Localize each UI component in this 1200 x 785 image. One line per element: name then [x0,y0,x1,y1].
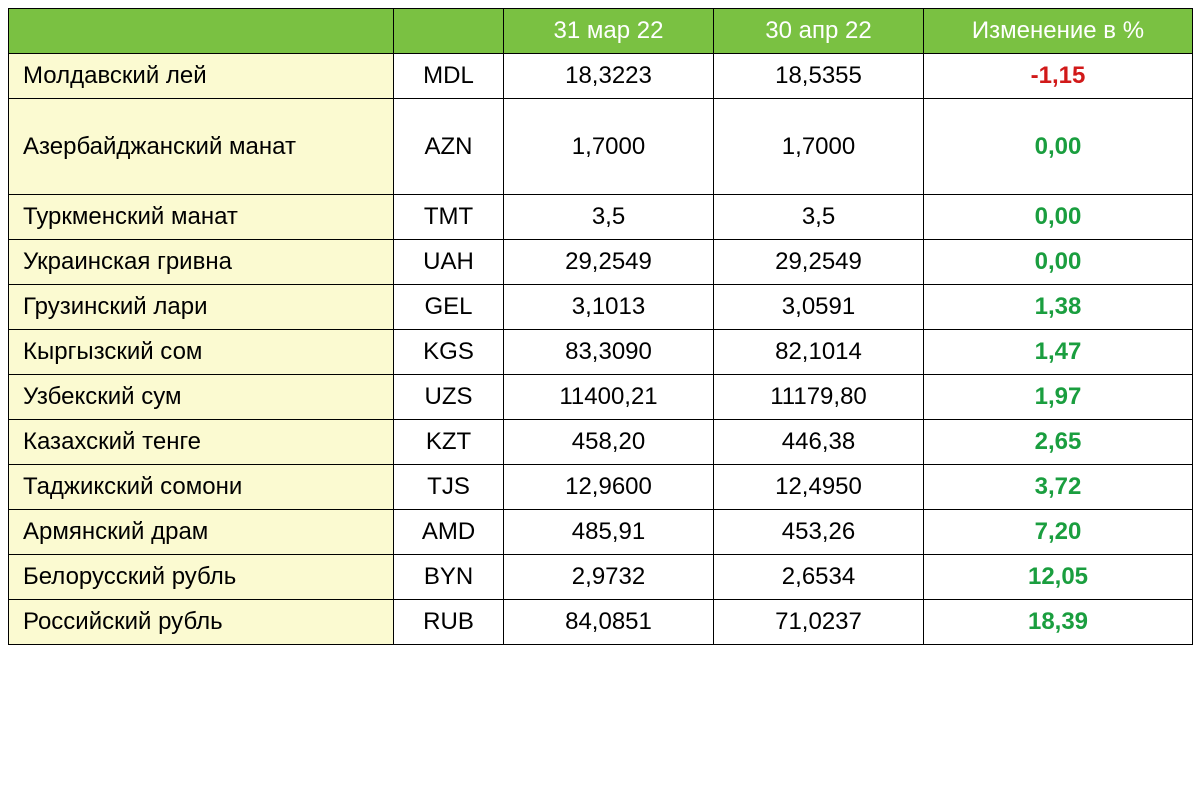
change-percent-cell: 18,39 [924,600,1193,645]
table-row: Туркменский манатTMT3,53,50,00 [9,195,1193,240]
value-date2-cell: 3,0591 [714,285,924,330]
table-row: Казахский тенгеKZT458,20446,382,65 [9,420,1193,465]
change-percent-cell: 0,00 [924,240,1193,285]
currency-code-cell: KGS [394,330,504,375]
change-percent-cell: 1,38 [924,285,1193,330]
table-row: Российский рубльRUB84,085171,023718,39 [9,600,1193,645]
table-row: Грузинский лариGEL3,10133,05911,38 [9,285,1193,330]
change-percent-cell: 1,97 [924,375,1193,420]
value-date2-cell: 11179,80 [714,375,924,420]
currency-code-cell: UZS [394,375,504,420]
header-change: Изменение в % [924,9,1193,54]
currency-code-cell: TMT [394,195,504,240]
table-row: Белорусский рубльBYN2,97322,653412,05 [9,555,1193,600]
currency-name-cell: Узбекский сум [9,375,394,420]
table-row: Кыргызский сомKGS83,309082,10141,47 [9,330,1193,375]
header-date1: 31 мар 22 [504,9,714,54]
table-row: Молдавский лейMDL18,322318,5355-1,15 [9,54,1193,99]
value-date1-cell: 12,9600 [504,465,714,510]
currency-code-cell: AZN [394,99,504,195]
value-date2-cell: 3,5 [714,195,924,240]
change-percent-cell: 12,05 [924,555,1193,600]
currency-name-cell: Российский рубль [9,600,394,645]
currency-code-cell: TJS [394,465,504,510]
value-date1-cell: 3,1013 [504,285,714,330]
currency-code-cell: RUB [394,600,504,645]
value-date2-cell: 29,2549 [714,240,924,285]
change-percent-cell: 2,65 [924,420,1193,465]
value-date2-cell: 2,6534 [714,555,924,600]
currency-name-cell: Армянский драм [9,510,394,555]
change-percent-cell: -1,15 [924,54,1193,99]
value-date1-cell: 29,2549 [504,240,714,285]
change-percent-cell: 7,20 [924,510,1193,555]
currency-name-cell: Кыргызский сом [9,330,394,375]
currency-rates-table: 31 мар 22 30 апр 22 Изменение в % Молдав… [8,8,1193,645]
table-row: Армянский драмAMD485,91453,267,20 [9,510,1193,555]
table-row: Таджикский сомониTJS12,960012,49503,72 [9,465,1193,510]
header-date2: 30 апр 22 [714,9,924,54]
value-date2-cell: 1,7000 [714,99,924,195]
currency-code-cell: KZT [394,420,504,465]
change-percent-cell: 0,00 [924,195,1193,240]
currency-name-cell: Украинская гривна [9,240,394,285]
currency-code-cell: BYN [394,555,504,600]
value-date1-cell: 3,5 [504,195,714,240]
currency-code-cell: AMD [394,510,504,555]
currency-code-cell: GEL [394,285,504,330]
value-date1-cell: 485,91 [504,510,714,555]
currency-name-cell: Азербайджанский манат [9,99,394,195]
value-date1-cell: 2,9732 [504,555,714,600]
value-date1-cell: 458,20 [504,420,714,465]
value-date2-cell: 18,5355 [714,54,924,99]
value-date1-cell: 84,0851 [504,600,714,645]
value-date1-cell: 11400,21 [504,375,714,420]
table-row: Узбекский сумUZS11400,2111179,801,97 [9,375,1193,420]
change-percent-cell: 3,72 [924,465,1193,510]
value-date2-cell: 82,1014 [714,330,924,375]
value-date2-cell: 12,4950 [714,465,924,510]
currency-code-cell: UAH [394,240,504,285]
value-date1-cell: 83,3090 [504,330,714,375]
value-date2-cell: 453,26 [714,510,924,555]
table-row: Азербайджанский манатAZN1,70001,70000,00 [9,99,1193,195]
header-empty-2 [394,9,504,54]
header-empty-1 [9,9,394,54]
change-percent-cell: 0,00 [924,99,1193,195]
table-header: 31 мар 22 30 апр 22 Изменение в % [9,9,1193,54]
currency-name-cell: Таджикский сомони [9,465,394,510]
currency-name-cell: Молдавский лей [9,54,394,99]
table-row: Украинская гривнаUAH29,254929,25490,00 [9,240,1193,285]
value-date2-cell: 446,38 [714,420,924,465]
currency-name-cell: Туркменский манат [9,195,394,240]
table-body: Молдавский лейMDL18,322318,5355-1,15Азер… [9,54,1193,645]
value-date2-cell: 71,0237 [714,600,924,645]
currency-name-cell: Казахский тенге [9,420,394,465]
currency-code-cell: MDL [394,54,504,99]
value-date1-cell: 18,3223 [504,54,714,99]
currency-name-cell: Грузинский лари [9,285,394,330]
currency-name-cell: Белорусский рубль [9,555,394,600]
change-percent-cell: 1,47 [924,330,1193,375]
value-date1-cell: 1,7000 [504,99,714,195]
